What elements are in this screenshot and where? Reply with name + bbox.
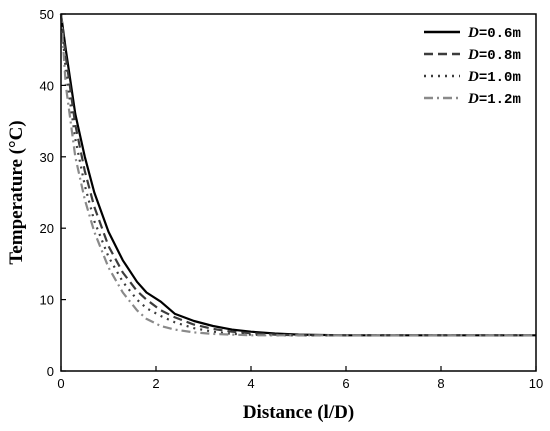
plot-area-frame (60, 13, 537, 372)
legend-label-4: D=1.2m (467, 91, 521, 108)
legend-label-3: D=1.0m (467, 69, 521, 86)
x-tick-label: 0 (57, 376, 64, 391)
x-tick-label: 10 (529, 376, 543, 391)
legend-value: =1.2m (479, 92, 521, 108)
y-tick-label: 40 (40, 78, 54, 93)
y-tick-label: 20 (40, 221, 54, 236)
x-tick-label: 8 (437, 376, 444, 391)
x-axis-title: Distance (l/D) (243, 402, 354, 423)
series-line-3 (59, 13, 536, 337)
series-line-1 (59, 13, 536, 337)
x-axis-ticks: 0 2 4 6 8 10 (57, 366, 543, 391)
legend-value: =1.0m (479, 70, 521, 86)
legend-variable: D (467, 91, 479, 107)
legend: D=0.6mD=0.8mD=1.0mD=1.2m (424, 25, 521, 108)
x-tick-label: 4 (247, 376, 254, 391)
legend-label-1: D=0.6m (467, 25, 521, 42)
series-line-4 (59, 13, 536, 337)
legend-variable: D (467, 69, 479, 85)
x-tick-label: 6 (342, 376, 349, 391)
y-tick-label: 50 (40, 7, 54, 22)
y-tick-label: 10 (40, 293, 54, 308)
legend-variable: D (467, 25, 479, 41)
series-line-2 (59, 13, 536, 337)
legend-value: =0.8m (479, 48, 521, 64)
series-layer (59, 13, 536, 337)
y-tick-label: 30 (40, 150, 54, 165)
y-axis-ticks: 0 10 20 30 40 50 (40, 7, 66, 379)
x-tick-label: 2 (152, 376, 159, 391)
y-axis-title: Temperature (°C) (6, 120, 27, 264)
y-tick-label: 0 (47, 364, 54, 379)
legend-label-2: D=0.8m (467, 47, 521, 64)
legend-value: =0.6m (479, 26, 521, 42)
legend-variable: D (467, 47, 479, 63)
